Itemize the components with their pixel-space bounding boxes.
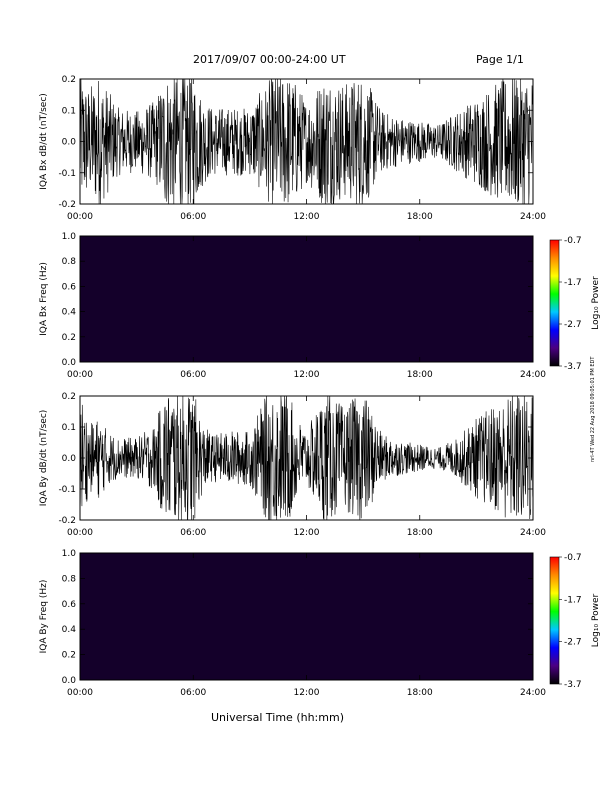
x-tick-label: 00:00 [67, 688, 93, 698]
x-tick-label: 06:00 [180, 370, 206, 380]
spectrogram-background [80, 236, 533, 362]
x-tick-label: 24:00 [520, 370, 546, 380]
y-tick-label: 0.0 [62, 454, 77, 464]
side-info-stamp: nrl-4T Wed 22 Aug 2018 09:05:01 PM EDT [590, 356, 596, 462]
x-tick-label: 18:00 [407, 688, 433, 698]
x-tick-label: 00:00 [67, 528, 93, 538]
y-tick-label: 0.0 [62, 358, 77, 368]
spectrogram [80, 553, 533, 680]
y-axis-label: IQA By Freq (Hz) [39, 580, 49, 654]
colorbar-scale [549, 239, 560, 367]
panel-4: -0.7 -1.7 -2.7 -3.7 Log₁₀ Power 0.0 0.2 0.4 0.6 0… [39, 549, 601, 698]
y-tick-label: 0.8 [62, 574, 77, 584]
colorbar-label: Log₁₀ Power [591, 594, 601, 648]
colorbar-scale [549, 556, 560, 685]
date-range-title: 2017/09/07 00:00-24:00 UT [193, 53, 346, 66]
x-tick-label: 06:00 [180, 688, 206, 698]
panel-1: -0.2 -0.1 0.0 0.1 0.2 00:00 06:00 12:00 18:00 24:… [39, 75, 546, 222]
x-tick-label: 18:00 [407, 528, 433, 538]
y-tick-label: 1.0 [62, 232, 77, 242]
signal-line [79, 395, 534, 521]
y-tick-label: 0.6 [62, 600, 77, 610]
y-tick-label: 0.6 [62, 282, 77, 292]
y-tick-label: 0.2 [62, 392, 76, 402]
x-tick-label: 06:00 [180, 212, 206, 222]
y-tick-label: 0.4 [62, 625, 77, 635]
panel-2: -0.7 -1.7 -2.7 -3.7 Log₁₀ Power 0.0 0.2 0.4 0.6 0… [39, 232, 601, 380]
x-tick-label: 18:00 [407, 212, 433, 222]
colorbar: -0.7 -1.7 -2.7 -3.7 Log₁₀ Power [549, 236, 601, 372]
x-tick-label: 12:00 [294, 688, 320, 698]
spectrogram-background [80, 553, 533, 680]
y-tick-label: 0.2 [62, 651, 76, 661]
signal-trace [79, 395, 534, 521]
colorbar-tick-label: -2.7 [564, 638, 582, 648]
y-tick-label: 0.2 [62, 75, 76, 85]
y-tick-label: 0.4 [62, 308, 77, 318]
colorbar-tick-label: -2.7 [564, 320, 582, 330]
y-tick-label: 0.1 [62, 106, 76, 116]
colorbar-label: Log₁₀ Power [591, 276, 601, 330]
y-tick-label: -0.2 [58, 200, 76, 210]
x-tick-label: 24:00 [520, 528, 546, 538]
y-axis-label: IQA Bx dB/dt (nT/sec) [39, 93, 49, 190]
x-tick-label: 12:00 [294, 370, 320, 380]
colorbar-tick-label: -0.7 [564, 236, 582, 246]
x-tick-label: 24:00 [520, 212, 546, 222]
signal-trace [79, 78, 534, 205]
y-tick-label: 0.0 [62, 676, 77, 686]
x-tick-label: 24:00 [520, 688, 546, 698]
y-tick-label: -0.1 [58, 485, 76, 495]
x-tick-label: 00:00 [67, 212, 93, 222]
y-tick-label: 0.2 [62, 333, 76, 343]
y-tick-label: 0.8 [62, 257, 77, 267]
x-tick-label: 12:00 [294, 528, 320, 538]
colorbar-tick-label: -3.7 [564, 362, 582, 372]
y-tick-label: 1.0 [62, 549, 77, 559]
y-axis-label: IQA By dB/dt (nT/sec) [39, 410, 49, 507]
y-axis-label: IQA Bx Freq (Hz) [39, 262, 49, 336]
colorbar-tick-label: -1.7 [564, 278, 582, 288]
x-tick-label: 12:00 [294, 212, 320, 222]
x-tick-label: 06:00 [180, 528, 206, 538]
page-number: Page 1/1 [476, 53, 524, 66]
panel-3: -0.2 -0.1 0.0 0.1 0.2 00:00 06:00 12:00 18:00 24:… [39, 392, 546, 538]
spectrogram [80, 236, 533, 362]
colorbar: -0.7 -1.7 -2.7 -3.7 Log₁₀ Power [549, 553, 601, 690]
colorbar-tick-label: -0.7 [564, 553, 582, 563]
y-tick-label: -0.2 [58, 516, 76, 526]
x-tick-label: 18:00 [407, 370, 433, 380]
signal-line [79, 78, 534, 205]
colorbar-tick-label: -3.7 [564, 680, 582, 690]
y-tick-label: 0.1 [62, 423, 76, 433]
y-tick-label: 0.0 [62, 138, 77, 148]
x-tick-label: 00:00 [67, 370, 93, 380]
y-tick-label: -0.1 [58, 169, 76, 179]
x-axis-title: Universal Time (hh:mm) [211, 711, 344, 724]
colorbar-tick-label: -1.7 [564, 595, 582, 605]
